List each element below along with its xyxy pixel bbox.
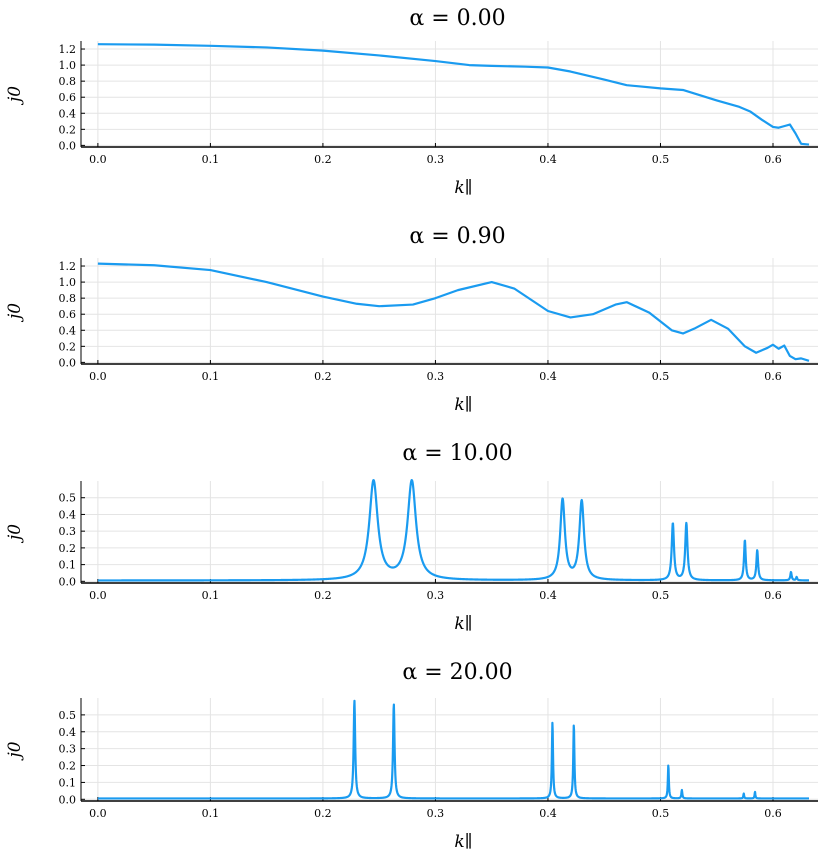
x-tick-label: 0.5 bbox=[652, 589, 670, 602]
y-tick-label: 0.1 bbox=[59, 776, 77, 789]
y-axis-label: j0 bbox=[5, 303, 25, 323]
y-tick-label: 0.0 bbox=[59, 793, 77, 806]
panel-title: α = 0.00 bbox=[409, 6, 505, 31]
y-tick-label: 1.0 bbox=[59, 276, 77, 289]
x-axis-label: k∥ bbox=[454, 614, 472, 634]
y-tick-label: 1.2 bbox=[59, 43, 77, 56]
x-tick-label: 0.3 bbox=[427, 589, 445, 602]
x-tick-label: 0.2 bbox=[314, 153, 332, 166]
x-tick-label: 0.3 bbox=[427, 807, 445, 820]
y-tick-label: 0.3 bbox=[59, 743, 77, 756]
x-tick-label: 0.5 bbox=[652, 807, 670, 820]
panel-title: α = 10.00 bbox=[402, 441, 512, 466]
x-tick-label: 0.6 bbox=[764, 153, 782, 166]
x-tick-label: 0.6 bbox=[764, 589, 782, 602]
x-tick-label: 0.2 bbox=[314, 589, 332, 602]
x-tick-label: 0.6 bbox=[764, 370, 782, 383]
x-tick-label: 0.4 bbox=[539, 153, 557, 166]
x-tick-label: 0.1 bbox=[202, 589, 220, 602]
x-tick-label: 0.4 bbox=[539, 807, 557, 820]
x-tick-label: 0.1 bbox=[202, 153, 220, 166]
x-tick-label: 0.4 bbox=[539, 589, 557, 602]
chart-panel-3: 0.0 0.1 0.2 0.3 0.4 0.5 0.6 0.0 0.1 0.2 0.3 0.4 0.5 α… bbox=[5, 441, 818, 634]
panel-title: α = 20.00 bbox=[402, 660, 512, 685]
series-line-j0 bbox=[97, 699, 810, 800]
y-tick-label: 0.4 bbox=[59, 508, 77, 521]
y-tick-label: 0.5 bbox=[59, 709, 77, 722]
x-tick-label: 0.6 bbox=[764, 807, 782, 820]
y-tick-label: 0.3 bbox=[59, 525, 77, 538]
y-tick-label: 0.8 bbox=[59, 75, 77, 88]
x-tick-label: 0.3 bbox=[427, 370, 445, 383]
x-tick-label: 0.1 bbox=[202, 370, 220, 383]
y-tick-label: 1.2 bbox=[59, 260, 77, 273]
y-tick-label: 0.2 bbox=[59, 760, 77, 773]
y-tick-label: 0.4 bbox=[59, 107, 77, 120]
x-axis-label: k∥ bbox=[454, 832, 472, 852]
y-tick-label: 0.4 bbox=[59, 324, 77, 337]
series-line-j0 bbox=[97, 479, 810, 582]
x-tick-label: 0.2 bbox=[314, 370, 332, 383]
y-tick-label: 0.0 bbox=[59, 356, 77, 369]
y-tick-label: 0.6 bbox=[59, 91, 77, 104]
y-tick-label: 0.0 bbox=[59, 575, 77, 588]
y-tick-label: 0.5 bbox=[59, 492, 77, 505]
x-tick-label: 0.2 bbox=[314, 807, 332, 820]
x-tick-label: 0.0 bbox=[89, 370, 107, 383]
chart-panel-4: 0.0 0.1 0.2 0.3 0.4 0.5 0.6 0.0 0.1 0.2 0.3 0.4 0.5 α… bbox=[5, 660, 818, 852]
y-tick-label: 0.6 bbox=[59, 308, 77, 321]
series-line-j0 bbox=[97, 262, 810, 362]
x-tick-label: 0.5 bbox=[652, 370, 670, 383]
x-tick-label: 0.0 bbox=[89, 153, 107, 166]
x-axis-label: k∥ bbox=[454, 178, 472, 198]
panel-title: α = 0.90 bbox=[409, 224, 505, 249]
y-tick-label: 0.2 bbox=[59, 340, 77, 353]
chart-panel-2: 0.0 0.1 0.2 0.3 0.4 0.5 0.6 0.0 0.2 0.4 0.6 0.8 1.0 1… bbox=[5, 224, 818, 415]
y-axis-label: j0 bbox=[5, 741, 25, 761]
y-tick-label: 1.0 bbox=[59, 59, 77, 72]
chart-panel-1: 0.0 0.1 0.2 0.3 0.4 0.5 0.6 0.0 0.2 0.4 0.6 0.8 1.0 1… bbox=[5, 6, 818, 198]
y-axis-label: j0 bbox=[5, 86, 25, 106]
x-tick-label: 0.4 bbox=[539, 370, 557, 383]
y-tick-label: 0.1 bbox=[59, 559, 77, 572]
x-tick-label: 0.0 bbox=[89, 589, 107, 602]
x-tick-label: 0.5 bbox=[652, 153, 670, 166]
x-tick-label: 0.3 bbox=[427, 153, 445, 166]
y-tick-label: 0.0 bbox=[59, 139, 77, 152]
y-tick-label: 0.4 bbox=[59, 726, 77, 739]
x-axis-label: k∥ bbox=[454, 395, 472, 415]
panels: 0.0 0.1 0.2 0.3 0.4 0.5 0.6 0.0 0.2 0.4 0.6 0.8 1.0 1… bbox=[5, 6, 818, 852]
x-tick-label: 0.1 bbox=[202, 807, 220, 820]
y-tick-label: 0.8 bbox=[59, 292, 77, 305]
y-tick-label: 0.2 bbox=[59, 542, 77, 555]
x-tick-label: 0.0 bbox=[89, 807, 107, 820]
y-axis-label: j0 bbox=[5, 524, 25, 544]
y-tick-label: 0.2 bbox=[59, 123, 77, 136]
series-line-j0 bbox=[97, 43, 810, 146]
